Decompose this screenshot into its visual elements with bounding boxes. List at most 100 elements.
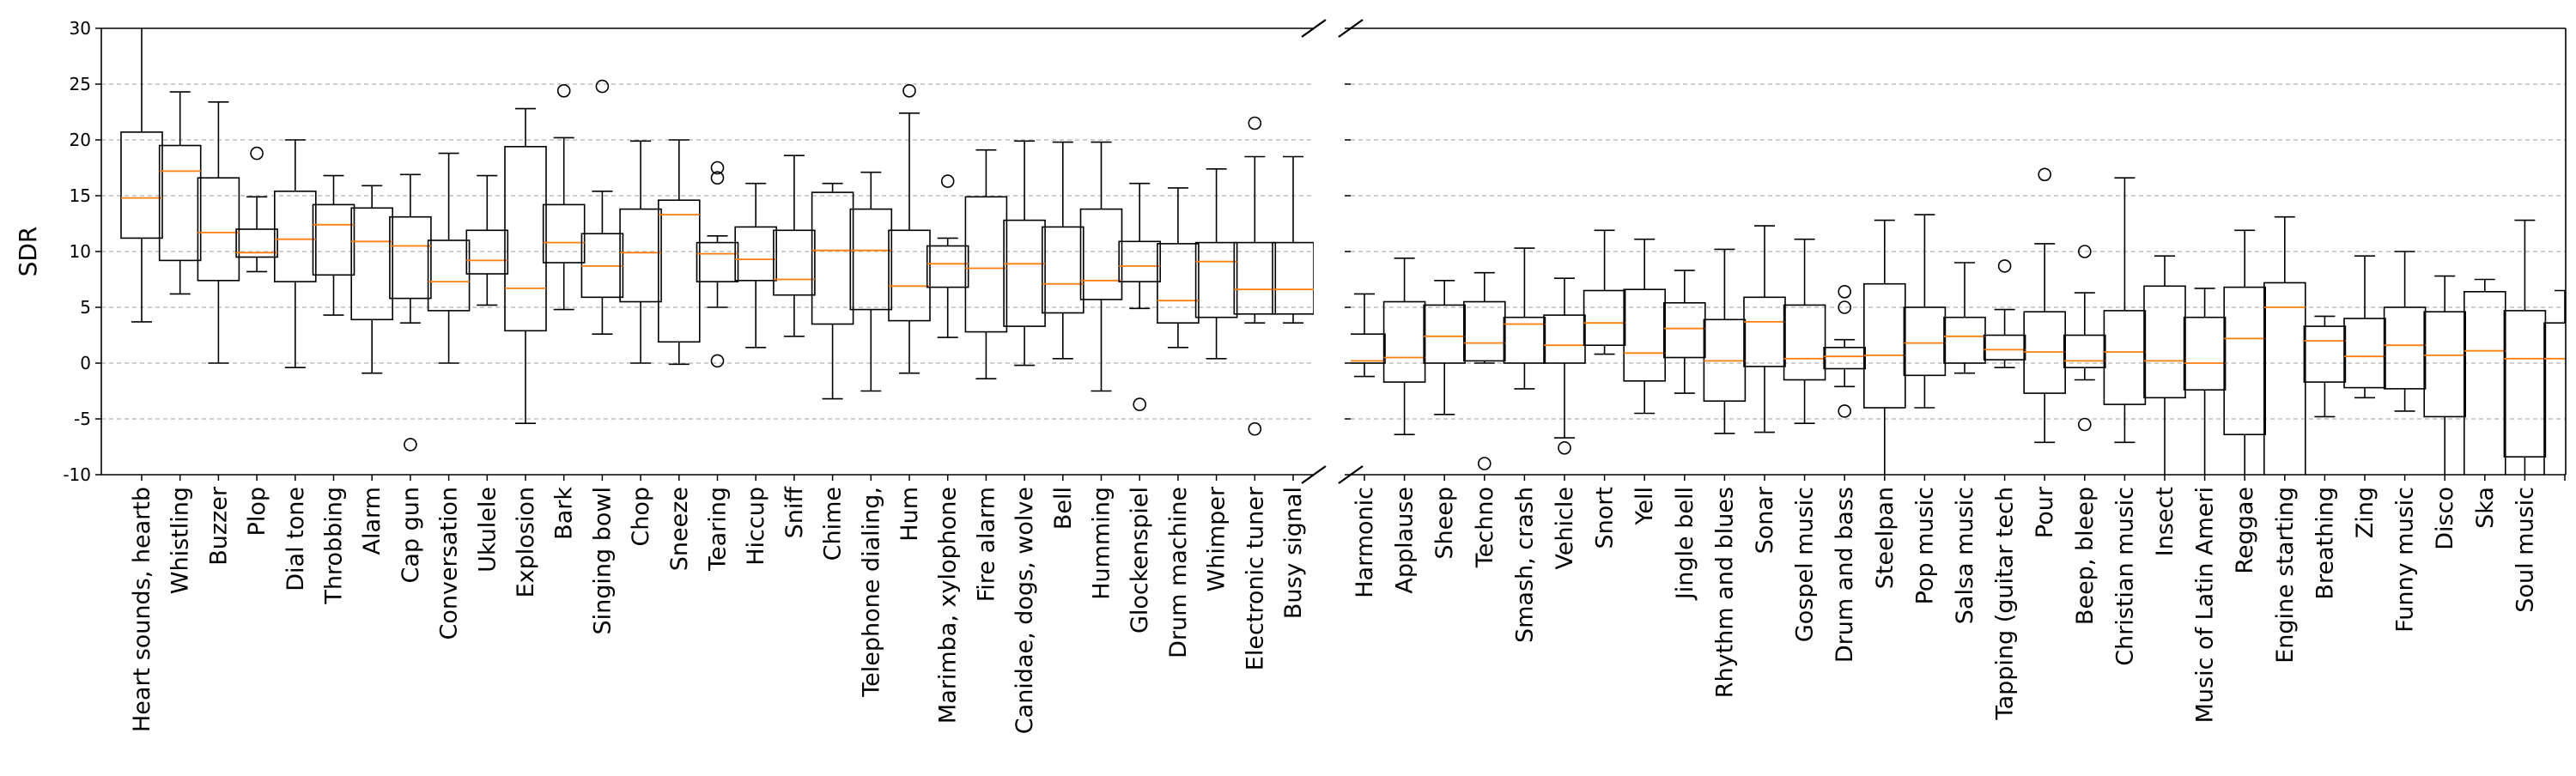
box-whistling — [158, 91, 202, 295]
x-tick-label: Gospel music — [1792, 487, 1819, 642]
box-iqr — [2464, 290, 2506, 475]
box-iqr — [1423, 304, 1466, 364]
outlier-point — [1838, 300, 1851, 314]
box-iqr — [273, 191, 317, 282]
box-tapping-guitar-tech — [1983, 259, 2026, 369]
box-iqr — [504, 146, 547, 332]
box-breathing — [2303, 315, 2347, 418]
box-techno — [1463, 271, 1506, 470]
outlier-point — [2078, 245, 2092, 258]
x-tick-label: Canidae, dogs, wolve — [1012, 487, 1038, 734]
box-insect — [2143, 255, 2186, 475]
x-tick-label: Throbbing — [321, 487, 348, 605]
axis-break-mark — [1338, 465, 1364, 484]
x-tick-label: Soul music — [2512, 487, 2538, 613]
box-tearing — [696, 161, 739, 368]
box-iqr — [619, 208, 662, 303]
box-iqr — [1272, 241, 1314, 315]
outlier-point — [595, 79, 610, 94]
box-bell — [1042, 141, 1084, 360]
box-iqr — [1157, 243, 1200, 324]
box-iqr — [1118, 240, 1161, 282]
box-electronic-tuner — [1233, 116, 1277, 436]
box-iqr — [811, 191, 854, 325]
outlier-point — [1248, 421, 1262, 436]
x-tick-label: Chime — [820, 487, 847, 561]
x-tick-label: Reggae — [2232, 487, 2258, 574]
box-sheep — [1423, 279, 1466, 415]
outlier-point — [710, 161, 725, 175]
box-chop — [619, 140, 662, 364]
outlier-point — [1478, 457, 1492, 470]
box-iqr — [657, 199, 701, 343]
x-tick-label: Sheep — [1431, 487, 1458, 560]
box-iqr — [197, 177, 240, 282]
box-iqr — [1503, 316, 1546, 364]
x-tick-label: Hiccup — [743, 487, 769, 566]
box-gospel-music — [1783, 238, 1826, 425]
x-tick-label: Sniff — [781, 486, 808, 539]
box-iqr — [734, 226, 778, 282]
box-iqr — [235, 228, 278, 258]
x-tick-label: Smash, crash — [1511, 487, 1538, 643]
box-iqr — [1463, 300, 1506, 362]
box-salsa-music — [1943, 262, 1986, 374]
box-iqr — [1783, 304, 1826, 381]
x-tick-label: Funny music — [2392, 487, 2419, 633]
x-tick-label: Beep, bleep — [2072, 487, 2099, 625]
x-tick-label: Humming — [1089, 487, 1115, 600]
box-whimper — [1194, 168, 1238, 360]
box-canidae-dogs-wolve — [1003, 140, 1046, 367]
box-reggae — [2223, 229, 2266, 475]
x-tick-label: Fire alarm — [973, 487, 999, 602]
box-singing-bowl — [580, 79, 624, 336]
x-tick-label: Conversation — [436, 487, 463, 640]
box-rhythm-and-blues — [1703, 248, 1747, 434]
box-harmonic — [1351, 293, 1386, 378]
box-iqr — [1382, 300, 1426, 383]
box-iqr — [1823, 346, 1866, 370]
outlier-point — [710, 354, 725, 368]
outlier-point — [1558, 440, 1571, 455]
box-iqr — [696, 241, 739, 282]
box-iqr — [1079, 208, 1123, 300]
x-tick-label: Electronic tuner — [1242, 486, 1268, 670]
box-sniff — [773, 155, 816, 337]
box-dial-tone — [273, 139, 317, 369]
box-hiccup — [734, 182, 778, 349]
box-iqr — [2143, 285, 2186, 399]
axis-break-mark — [1301, 465, 1327, 484]
outlier-point — [1997, 259, 2012, 273]
y-tick-label: -5 — [74, 409, 91, 429]
box-christian-music — [2103, 177, 2147, 444]
y-axis-title: SDR — [14, 227, 42, 277]
box-throbbing — [312, 174, 355, 316]
box-alarm — [350, 185, 394, 374]
box-iqr — [1983, 334, 2026, 361]
box-steelpan — [1863, 219, 1906, 475]
x-tick-label: Drum and bass — [1832, 487, 1858, 663]
box-iqr — [2103, 310, 2147, 405]
x-tick-label: Breathing — [2312, 487, 2338, 600]
x-tick-label: Engine starting — [2272, 487, 2299, 664]
y-tick-label: 10 — [70, 241, 91, 262]
box-heart-sounds-heartb — [120, 28, 163, 323]
box-iqr — [1351, 333, 1386, 364]
y-tick-label: 30 — [70, 18, 91, 39]
box-jingle-bell — [1663, 270, 1706, 394]
box-beep-bleep — [2063, 245, 2106, 432]
box-drum-machine — [1157, 187, 1200, 349]
box-snort — [1583, 229, 1626, 355]
box-glockenspiel — [1118, 182, 1161, 411]
box-music-of-latin-ameri — [2183, 288, 2227, 475]
outlier-point — [2078, 417, 2092, 432]
box-sneeze — [657, 139, 701, 366]
x-tick-label: Telephone dialing, — [858, 487, 884, 698]
box-iqr — [1863, 282, 1906, 409]
box-pour — [2023, 167, 2066, 444]
x-tick-label: Salsa music — [1952, 487, 1978, 624]
box-chime — [811, 182, 854, 400]
outlier-point — [940, 174, 955, 188]
box-iqr — [926, 245, 969, 288]
